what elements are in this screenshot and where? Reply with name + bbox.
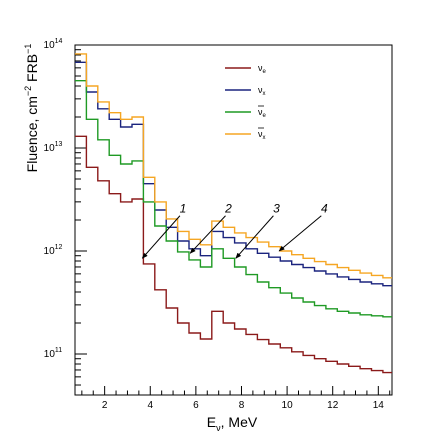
legend-label-0: νe [258,63,267,75]
annotation-arrow-1 [141,215,181,259]
annotation-arrow-2 [189,215,226,254]
y-axis-title: Fluence, cm−2 FRB−1 [23,44,40,173]
y-tick-label: 1012 [44,244,63,257]
y-tick-label: 1013 [44,141,63,154]
xlabel-unit: , MeV [221,414,258,430]
series-line-2 [75,80,392,318]
plot-frame [74,44,393,396]
series-line-3 [75,53,392,279]
xlabel-main: E [207,414,216,430]
annotation-label-2: 2 [224,202,232,216]
annotation-label-4: 4 [321,202,328,216]
ylabel-sup2: −1 [23,44,33,54]
ylabel-sup1: −2 [23,86,33,96]
x-tick-label: 6 [193,400,199,411]
annotation-arrow-3 [235,215,274,259]
ylabel-main: Fluence, cm [24,96,40,172]
legend-label-2: νe [258,107,267,119]
ylabel-mid: FRB [24,54,40,86]
x-axis-title: Eν, MeV [207,414,258,433]
y-tick-label: 1011 [44,347,62,360]
x-tick-label: 14 [373,400,385,411]
legend-label-1: νx [258,85,266,97]
annotation-label-3: 3 [273,202,280,216]
x-tick-label: 2 [102,400,108,411]
y-tick-label: 1014 [44,38,63,51]
annotation-label-1: 1 [180,202,187,216]
x-tick-label: 8 [239,400,245,411]
annotation-arrow-4 [278,215,322,252]
svg-text:Eν, MeV: Eν, MeV [207,414,258,433]
x-tick-label: 10 [282,400,294,411]
x-tick-label: 12 [327,400,339,411]
xlabel-sub: ν [216,423,221,433]
series-line-0 [75,135,392,374]
legend-label-3: νx [258,129,266,141]
svg-text:Fluence, cm−2 FRB−1: Fluence, cm−2 FRB−1 [23,44,40,173]
x-tick-label: 4 [147,400,153,411]
series-line-1 [75,61,392,287]
